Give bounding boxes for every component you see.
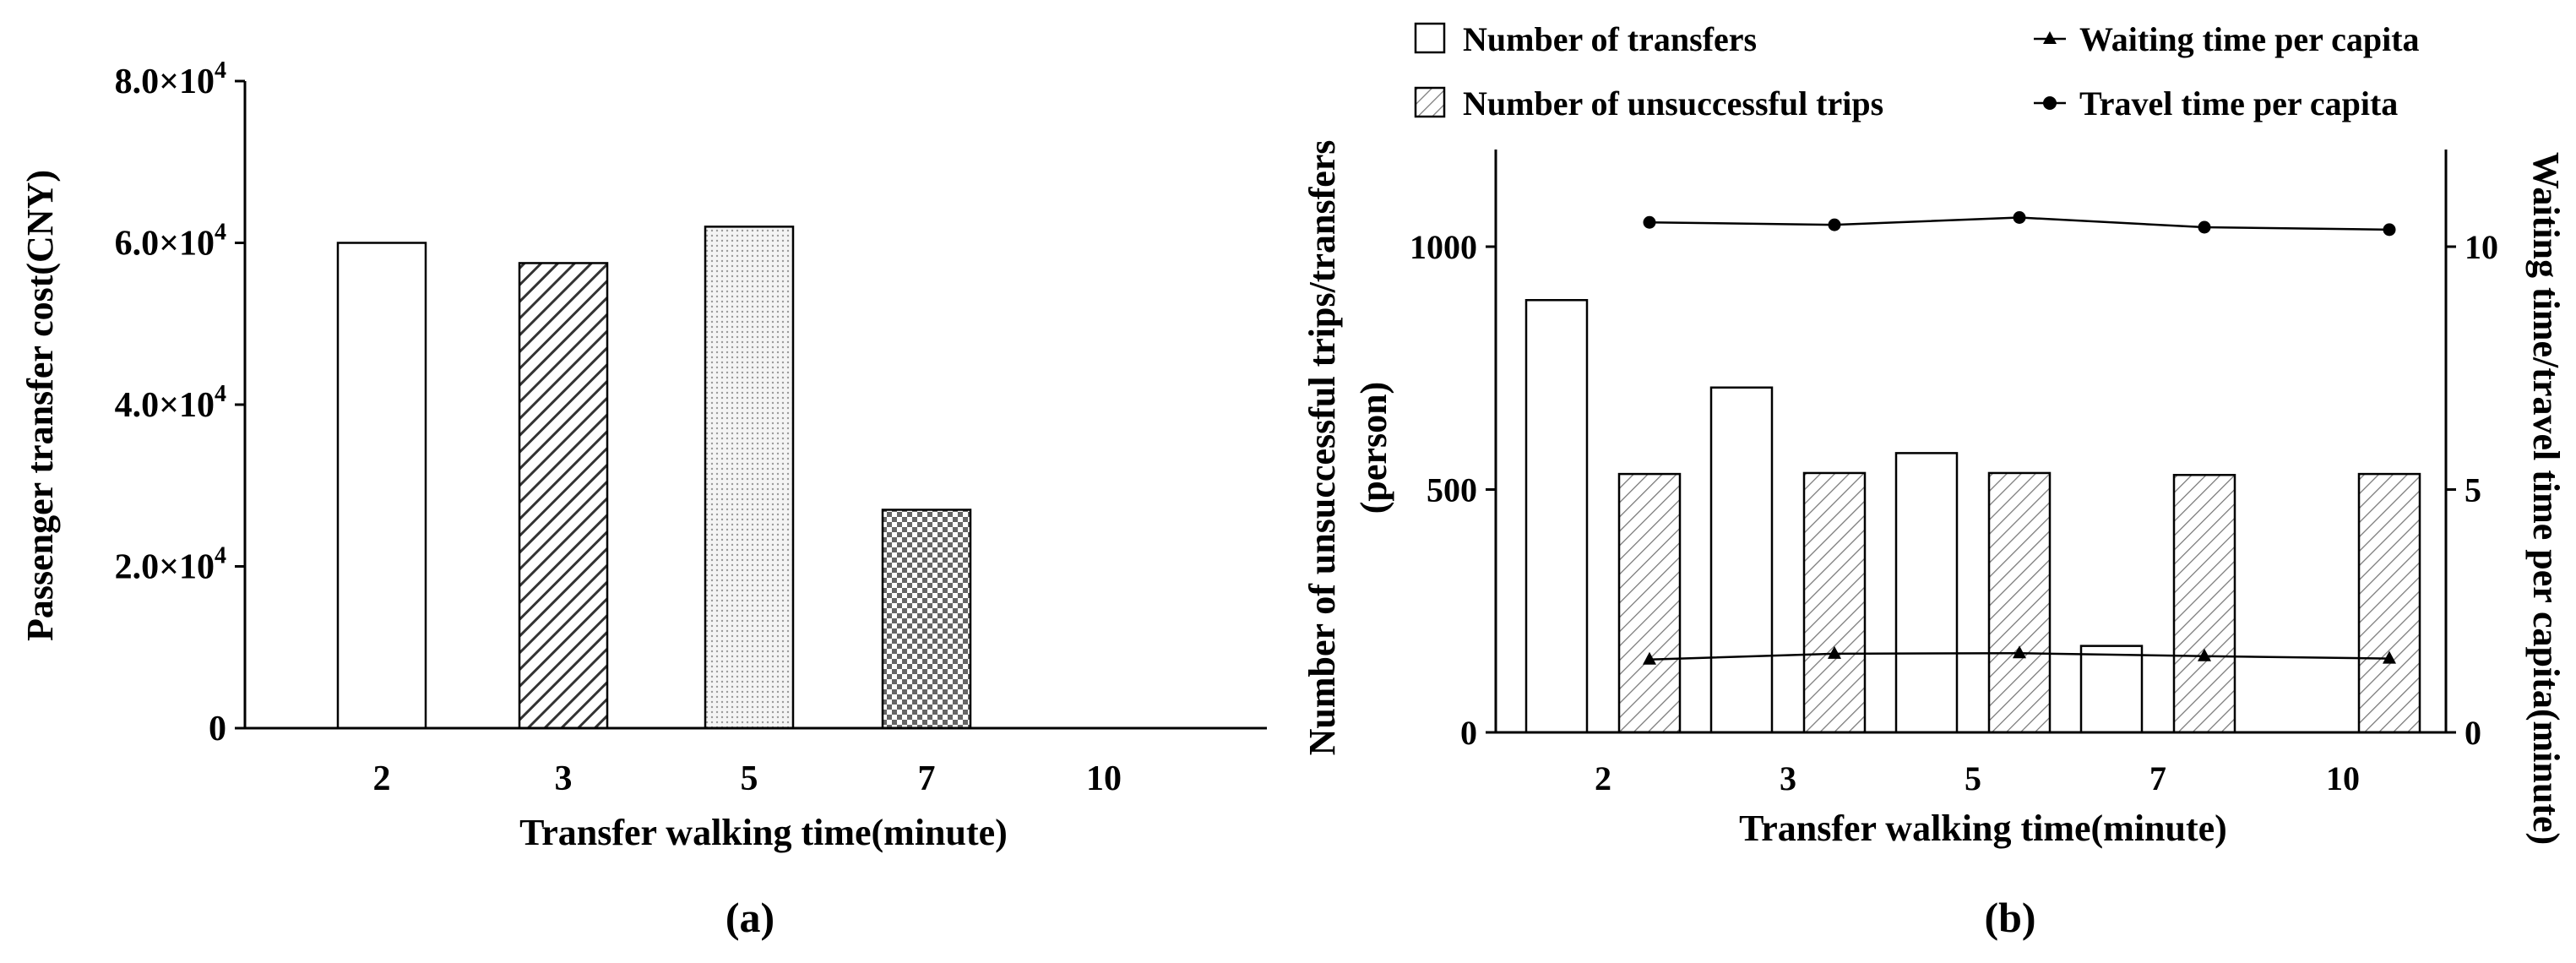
a-y-tick-label: 2.0×104 [115,543,226,587]
b-x-axis-title: Transfer walking time(minute) [1739,808,2227,849]
b-point-waiting [2383,650,2396,664]
a-y-axis-title: Passenger transfer cost(CNY) [19,170,61,641]
b-x-tick-label: 10 [2326,759,2360,797]
a-y-tick-label: 4.0×104 [115,381,226,425]
b-panel-label: (b) [1984,894,2035,941]
b-point-waiting [2198,648,2211,661]
b-bar-unsuccessful-10 [2357,472,2421,734]
b-right-y-tick-label: 10 [2465,228,2498,266]
b-right-y-tick-label: 5 [2465,471,2481,509]
b-x-tick-label: 2 [1595,759,1611,797]
a-y-tick-label: 6.0×104 [115,220,226,264]
b-left-y-tick-label: 500 [1427,471,1477,509]
b-bar-transfers-7 [2079,645,2144,734]
b-legend-swatch-unsuccessful [1414,86,1446,118]
b-legend-swatch-transfers [1414,22,1446,54]
a-x-tick-label: 3 [555,759,573,798]
a-x-axis-title: Transfer walking time(minute) [519,812,1008,853]
b-x-tick-label: 7 [2149,759,2166,797]
a-x-tick-label: 5 [741,759,758,798]
b-legend-marker-waiting [2043,31,2057,44]
panel-a-chart: 0 2.0×104 4.0×104 6.0×104 8.0×104 2 3 5 7 10 Tra… [19,57,1267,941]
b-legend: Number of transfers Number of unsuccessf… [1414,20,2420,122]
a-bar-2 [336,242,427,730]
a-x-tick-label: 2 [373,759,391,798]
a-bar-5 [704,226,795,730]
b-bar-unsuccessful-7 [2172,474,2236,734]
b-bar-transfers-5 [1894,452,1959,734]
b-x-tick-label: 5 [1965,759,1981,797]
a-bar-3 [518,262,609,730]
panel-b-chart: 0 500 1000 0 5 10 2 3 5 7 10 Number of transfers… [1302,20,2567,941]
b-legend-label-travel: Travel time per capita [2079,84,2398,122]
b-right-y-axis-title: Waiting time/travel time per capita(minu… [2525,152,2567,845]
b-right-y-tick-label: 0 [2465,714,2481,752]
a-y-tick-label: 0 [209,710,226,748]
b-x-tick-label: 3 [1780,759,1796,797]
a-y-tick-label: 8.0×104 [115,57,226,101]
b-left-y-tick-label: 1000 [1410,228,1477,266]
b-point-travel [2013,211,2026,224]
b-point-travel [2198,220,2211,234]
b-bar-unsuccessful-3 [1802,471,1867,734]
b-bar-transfers-2 [1524,299,1589,734]
b-legend-label-waiting: Waiting time per capita [2079,20,2420,58]
b-point-travel [1828,218,1841,231]
b-left-y-axis-title-line1: Number of unsuccessful trips/transfers [1302,140,1343,756]
a-x-tick-label: 10 [1086,759,1122,798]
a-panel-label: (a) [726,894,774,941]
b-legend-label-unsuccessful: Number of unsuccessful trips [1463,84,1883,122]
b-left-y-tick-label: 0 [1460,714,1477,752]
b-bar-unsuccessful-5 [1987,471,2052,734]
b-bar-transfers-3 [1709,386,1774,734]
b-point-waiting [2013,645,2026,659]
b-left-y-axis-title-line2: (person) [1353,382,1394,514]
b-point-travel [1643,215,1656,229]
b-bar-unsuccessful-2 [1617,472,1682,734]
b-legend-label-transfers: Number of transfers [1463,20,1757,58]
a-x-tick-label: 7 [918,759,936,798]
a-bar-7 [881,509,972,730]
b-point-waiting [1828,645,1841,659]
b-point-waiting [1643,651,1656,665]
b-point-travel [2383,223,2396,237]
b-legend-marker-travel [2043,96,2057,110]
